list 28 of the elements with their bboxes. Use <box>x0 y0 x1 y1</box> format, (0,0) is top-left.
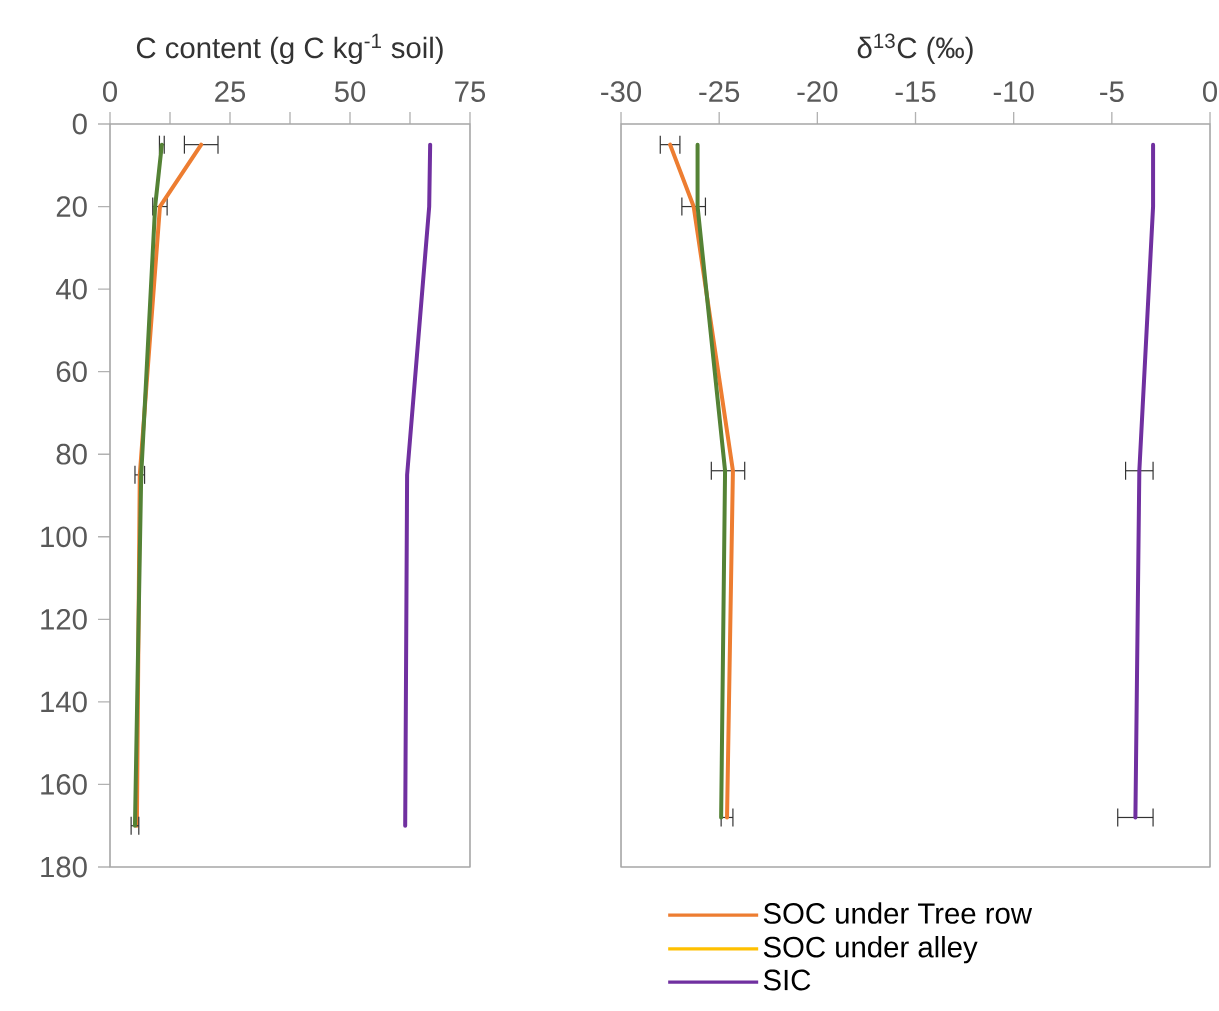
legend-label: SOC under Tree row <box>763 902 1033 924</box>
x-tick-label: -10 <box>993 81 1034 102</box>
x-axis-title: C content (g C kg$^{-1}$ soil) <box>136 33 443 65</box>
y-tick-label: 20 <box>56 196 87 217</box>
line-series <box>132 142 164 828</box>
y-tick-label: 160 <box>41 774 87 795</box>
y-tick-label: 40 <box>56 278 87 300</box>
x-tick-label: -15 <box>895 81 936 102</box>
y-tick-label: 0 <box>72 113 87 135</box>
line-series <box>403 142 433 828</box>
y-tick-label: 80 <box>56 443 87 465</box>
x-tick-label: -25 <box>699 81 740 102</box>
y-tick-label: 100 <box>41 526 87 548</box>
legend-label: SOC under alley <box>763 935 978 964</box>
x-tick-label: -30 <box>601 81 642 102</box>
x-tick-label: 0 <box>103 81 118 102</box>
x-tick-label: 75 <box>455 81 486 102</box>
x-tick-label: -20 <box>797 81 838 102</box>
y-tick-label: 60 <box>56 361 87 383</box>
x-tick-label: 50 <box>334 81 366 102</box>
y-tick-label: 180 <box>41 856 87 878</box>
x-tick-label: -5 <box>1100 81 1124 102</box>
x-axis-title: δ$^{13}$C (‰) <box>857 33 973 65</box>
y-tick-label: 120 <box>41 608 87 630</box>
x-tick-label: 25 <box>215 81 246 102</box>
y-tick-label: 140 <box>41 691 87 713</box>
x-tick-label: 0 <box>1203 81 1218 102</box>
legend-label: SIC <box>763 969 811 991</box>
